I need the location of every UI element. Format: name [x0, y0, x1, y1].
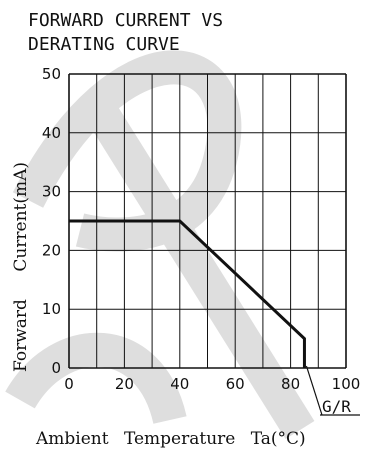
x-tick-label: 0 [64, 375, 74, 393]
plot-grid [68, 73, 347, 369]
y-tick-label: 10 [42, 300, 61, 318]
y-axis-label: Forward Current(mA) [11, 162, 31, 372]
chart-title-line2: DERATING CURVE [28, 34, 180, 55]
x-tick-label: 40 [170, 375, 189, 393]
x-tick-label: 20 [115, 375, 134, 393]
y-tick-label: 0 [51, 359, 61, 377]
watermark [5, 50, 315, 440]
gr-annotation: G/R [305, 365, 360, 416]
x-tick-label: 80 [281, 375, 300, 393]
series-line-forward-current [69, 219, 306, 368]
y-tick-label: 40 [42, 124, 61, 142]
x-axis-label: Ambient Temperature Ta(°C) [35, 429, 306, 449]
y-tick-label: 30 [42, 183, 61, 201]
x-tick-labels: 0 20 40 60 80 100 [64, 375, 360, 393]
y-tick-label: 50 [42, 65, 61, 83]
y-tick-labels: 0 10 20 30 40 50 [42, 65, 61, 377]
chart-title-line1: FORWARD CURRENT VS [28, 10, 223, 31]
gr-leader-line [305, 365, 323, 416]
gr-label: G/R [322, 397, 351, 416]
y-tick-label: 20 [42, 241, 61, 259]
x-tick-label: 60 [226, 375, 245, 393]
x-tick-label: 100 [332, 375, 361, 393]
